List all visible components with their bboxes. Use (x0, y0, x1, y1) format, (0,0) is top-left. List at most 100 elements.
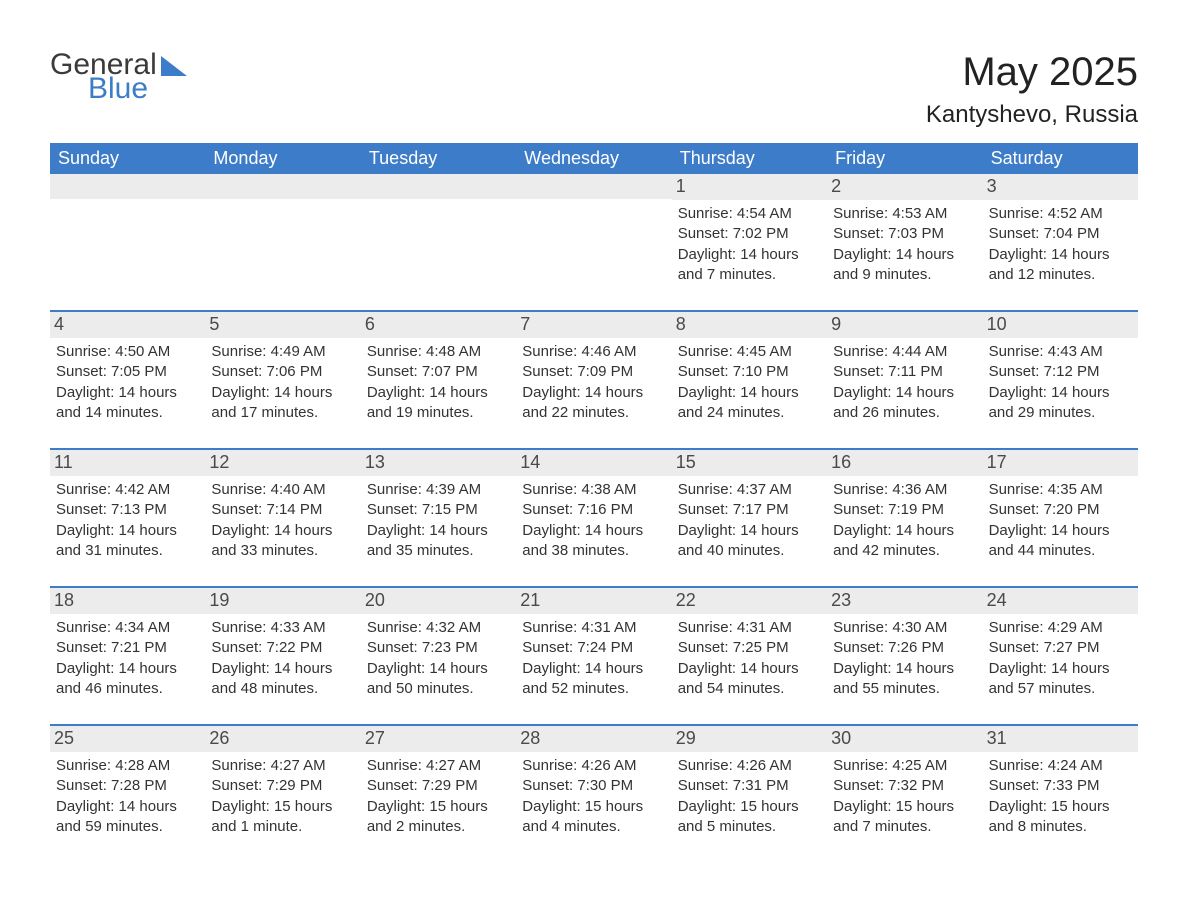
location-label: Kantyshevo, Russia (926, 101, 1138, 129)
daylight-text: Daylight: 15 hours and 5 minutes. (678, 797, 821, 838)
day-number: 20 (361, 588, 516, 614)
calendar-day-cell: 23Sunrise: 4:30 AMSunset: 7:26 PMDayligh… (827, 588, 982, 706)
day-number: 25 (50, 726, 205, 752)
calendar-day-cell: 25 Sunrise: 4:28 AMSunset: 7:28 PMDayligh… (50, 726, 205, 844)
daylight-text: Daylight: 14 hours and 14 minutes. (56, 383, 199, 424)
sunrise-text: Sunrise: 4:49 AM (211, 342, 354, 362)
day-details: Sunrise: 4:54 AMSunset: 7:02 PMDaylight:… (678, 204, 821, 285)
day-number (205, 174, 360, 199)
sunrise-text: Sunrise: 4:50 AM (56, 342, 199, 362)
sunset-text: Sunset: 7:20 PM (989, 500, 1132, 520)
day-number: 3 (983, 174, 1138, 200)
weeks-container: 1Sunrise: 4:54 AMSunset: 7:02 PMDaylight… (50, 174, 1138, 844)
sunset-text: Sunset: 7:26 PM (833, 638, 976, 658)
day-details: Sunrise: 4:35 AMSunset: 7:20 PMDaylight:… (989, 480, 1132, 561)
sunset-text: Sunset: 7:24 PM (522, 638, 665, 658)
sunrise-text: Sunrise: 4:54 AM (678, 204, 821, 224)
daylight-text: Daylight: 14 hours and 31 minutes. (56, 521, 199, 562)
calendar-day-cell: 13Sunrise: 4:39 AMSunset: 7:15 PMDayligh… (361, 450, 516, 568)
sunrise-text: Sunrise: 4:28 AM (56, 756, 199, 776)
day-number: 7 (516, 312, 671, 338)
day-details: Sunrise: 4:31 AMSunset: 7:25 PMDaylight:… (678, 618, 821, 699)
daylight-text: Daylight: 14 hours and 24 minutes. (678, 383, 821, 424)
day-details: Sunrise: 4:28 AMSunset: 7:28 PMDaylight:… (56, 756, 199, 837)
sunset-text: Sunset: 7:29 PM (211, 776, 354, 796)
day-number: 22 (672, 588, 827, 614)
day-details: Sunrise: 4:27 AMSunset: 7:29 PMDaylight:… (211, 756, 354, 837)
day-number: 15 (672, 450, 827, 476)
sunset-text: Sunset: 7:03 PM (833, 224, 976, 244)
calendar-day-cell: 10Sunrise: 4:43 AMSunset: 7:12 PMDayligh… (983, 312, 1138, 430)
day-details: Sunrise: 4:29 AMSunset: 7:27 PMDaylight:… (989, 618, 1132, 699)
daylight-text: Daylight: 14 hours and 38 minutes. (522, 521, 665, 562)
day-details: Sunrise: 4:38 AMSunset: 7:16 PMDaylight:… (522, 480, 665, 561)
sunrise-text: Sunrise: 4:27 AM (367, 756, 510, 776)
daylight-text: Daylight: 14 hours and 29 minutes. (989, 383, 1132, 424)
day-number: 28 (516, 726, 671, 752)
sunrise-text: Sunrise: 4:34 AM (56, 618, 199, 638)
day-number (50, 174, 205, 199)
day-number: 9 (827, 312, 982, 338)
calendar-day-cell: 28 Sunrise: 4:26 AMSunset: 7:30 PMDayligh… (516, 726, 671, 844)
daylight-text: Daylight: 15 hours and 2 minutes. (367, 797, 510, 838)
day-details: Sunrise: 4:40 AMSunset: 7:14 PMDaylight:… (211, 480, 354, 561)
daylight-text: Daylight: 14 hours and 26 minutes. (833, 383, 976, 424)
daylight-text: Daylight: 14 hours and 57 minutes. (989, 659, 1132, 700)
day-number: 13 (361, 450, 516, 476)
calendar-week-row: 11Sunrise: 4:42 AMSunset: 7:13 PMDayligh… (50, 448, 1138, 568)
day-number: 24 (983, 588, 1138, 614)
calendar-day-cell: 8 Sunrise: 4:45 AMSunset: 7:10 PMDaylight… (672, 312, 827, 430)
sunset-text: Sunset: 7:13 PM (56, 500, 199, 520)
sunrise-text: Sunrise: 4:37 AM (678, 480, 821, 500)
calendar-week-row: 1Sunrise: 4:54 AMSunset: 7:02 PMDaylight… (50, 174, 1138, 292)
calendar-day-cell: 3Sunrise: 4:52 AMSunset: 7:04 PMDaylight… (983, 174, 1138, 292)
day-details: Sunrise: 4:37 AMSunset: 7:17 PMDaylight:… (678, 480, 821, 561)
sunset-text: Sunset: 7:21 PM (56, 638, 199, 658)
daylight-text: Daylight: 14 hours and 46 minutes. (56, 659, 199, 700)
day-number: 11 (50, 450, 205, 476)
daylight-text: Daylight: 14 hours and 17 minutes. (211, 383, 354, 424)
brand-blue: Blue (88, 74, 157, 104)
calendar-day-cell: 2Sunrise: 4:53 AMSunset: 7:03 PMDaylight… (827, 174, 982, 292)
sunset-text: Sunset: 7:16 PM (522, 500, 665, 520)
day-number: 27 (361, 726, 516, 752)
calendar-day-cell: 16Sunrise: 4:36 AMSunset: 7:19 PMDayligh… (827, 450, 982, 568)
day-number: 8 (672, 312, 827, 338)
sunset-text: Sunset: 7:09 PM (522, 362, 665, 382)
day-number: 12 (205, 450, 360, 476)
sunrise-text: Sunrise: 4:39 AM (367, 480, 510, 500)
sunrise-text: Sunrise: 4:29 AM (989, 618, 1132, 638)
day-details: Sunrise: 4:26 AMSunset: 7:31 PMDaylight:… (678, 756, 821, 837)
day-details: Sunrise: 4:24 AMSunset: 7:33 PMDaylight:… (989, 756, 1132, 837)
calendar-grid: Sunday Monday Tuesday Wednesday Thursday… (50, 143, 1138, 844)
sunrise-text: Sunrise: 4:40 AM (211, 480, 354, 500)
daylight-text: Daylight: 15 hours and 8 minutes. (989, 797, 1132, 838)
sunrise-text: Sunrise: 4:48 AM (367, 342, 510, 362)
daylight-text: Daylight: 15 hours and 1 minute. (211, 797, 354, 838)
day-details: Sunrise: 4:45 AMSunset: 7:10 PMDaylight:… (678, 342, 821, 423)
day-number: 5 (205, 312, 360, 338)
calendar-day-cell: 22 Sunrise: 4:31 AMSunset: 7:25 PMDayligh… (672, 588, 827, 706)
weekday-header-row: Sunday Monday Tuesday Wednesday Thursday… (50, 143, 1138, 174)
daylight-text: Daylight: 14 hours and 33 minutes. (211, 521, 354, 562)
day-details: Sunrise: 4:27 AMSunset: 7:29 PMDaylight:… (367, 756, 510, 837)
sunrise-text: Sunrise: 4:45 AM (678, 342, 821, 362)
day-details: Sunrise: 4:26 AMSunset: 7:30 PMDaylight:… (522, 756, 665, 837)
day-details: Sunrise: 4:49 AMSunset: 7:06 PMDaylight:… (211, 342, 354, 423)
sunrise-text: Sunrise: 4:24 AM (989, 756, 1132, 776)
day-number: 10 (983, 312, 1138, 338)
calendar-day-cell: 12 Sunrise: 4:40 AMSunset: 7:14 PMDayligh… (205, 450, 360, 568)
daylight-text: Daylight: 14 hours and 12 minutes. (989, 245, 1132, 286)
sunset-text: Sunset: 7:27 PM (989, 638, 1132, 658)
weekday-header: Friday (827, 143, 982, 174)
calendar-day-cell (361, 174, 516, 292)
daylight-text: Daylight: 14 hours and 35 minutes. (367, 521, 510, 562)
sunset-text: Sunset: 7:32 PM (833, 776, 976, 796)
sunset-text: Sunset: 7:02 PM (678, 224, 821, 244)
day-details: Sunrise: 4:31 AMSunset: 7:24 PMDaylight:… (522, 618, 665, 699)
calendar-page: General Blue May 2025 Kantyshevo, Russia… (0, 0, 1188, 874)
day-number: 17 (983, 450, 1138, 476)
day-number: 29 (672, 726, 827, 752)
sunset-text: Sunset: 7:30 PM (522, 776, 665, 796)
sunset-text: Sunset: 7:31 PM (678, 776, 821, 796)
